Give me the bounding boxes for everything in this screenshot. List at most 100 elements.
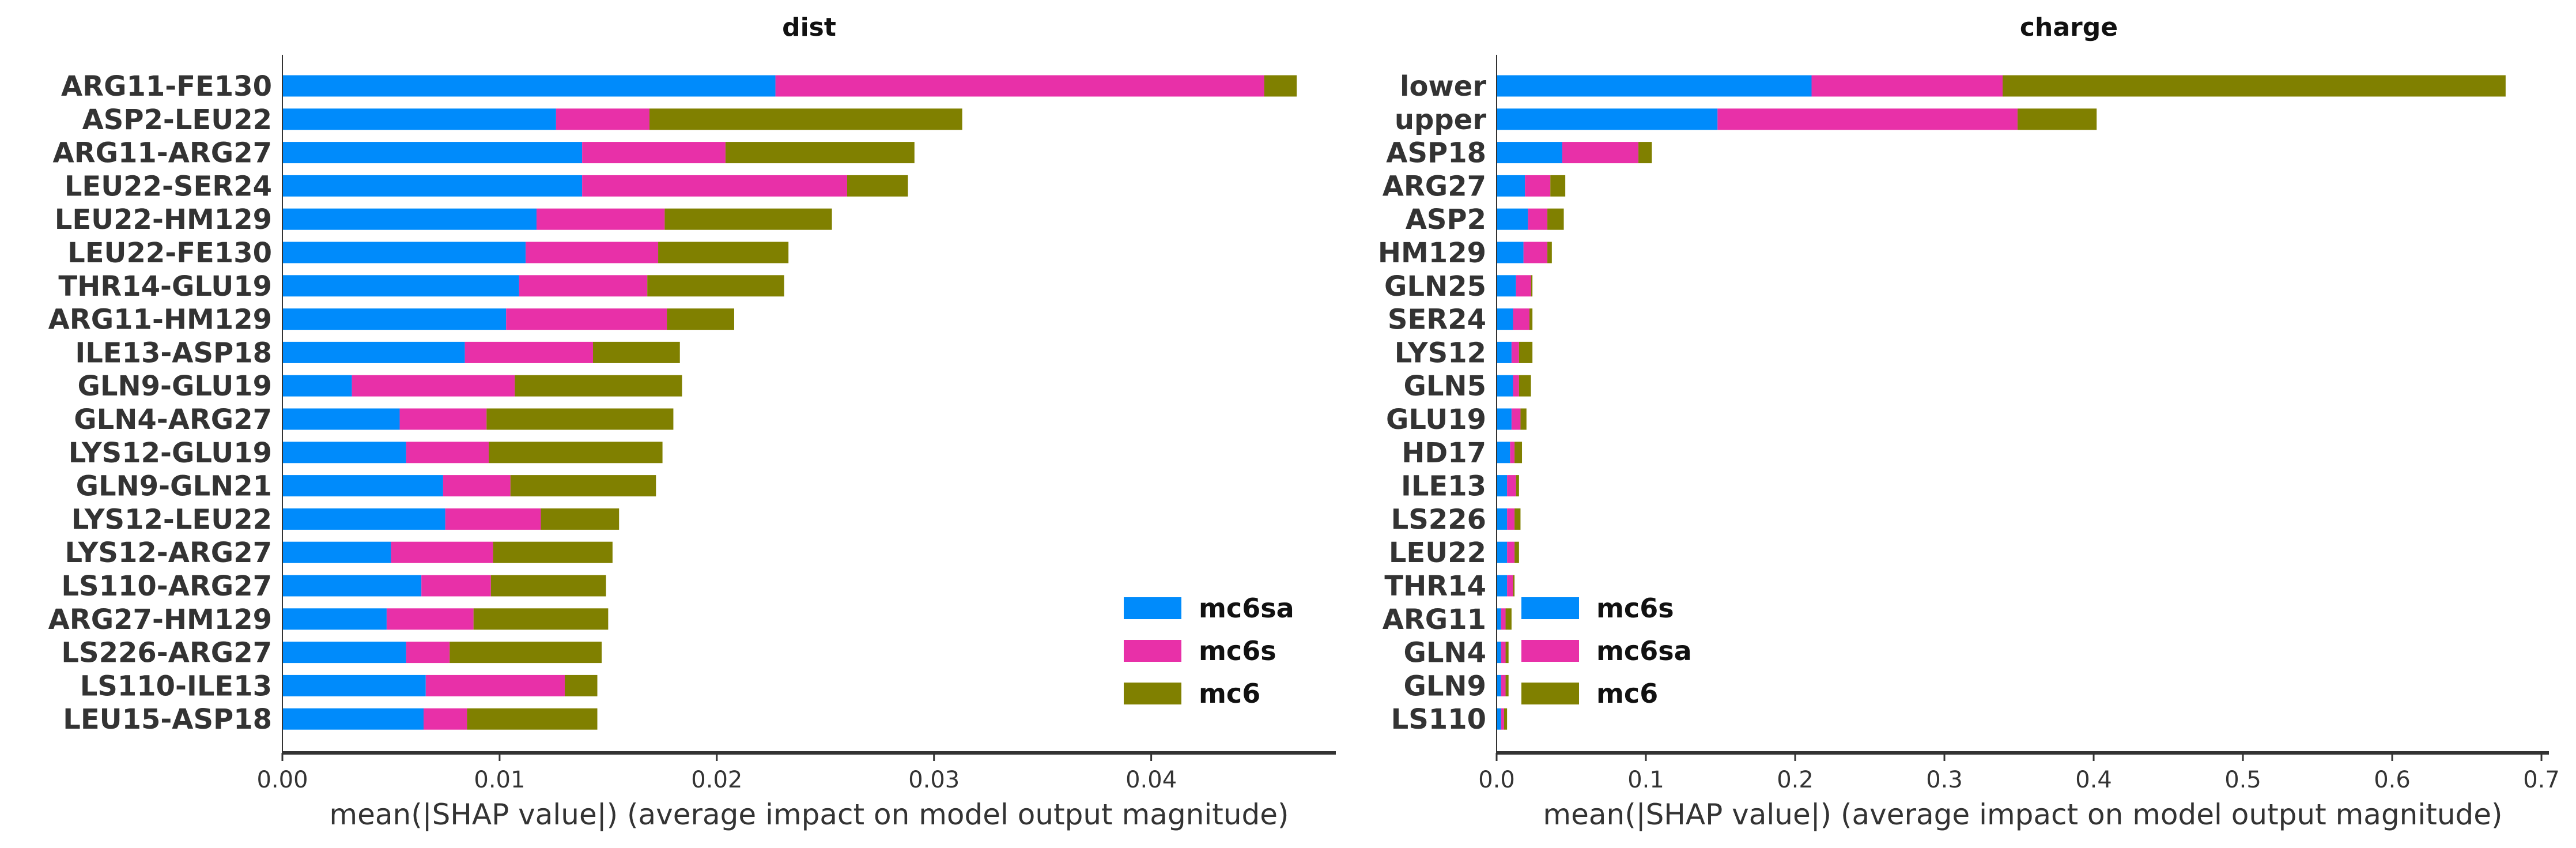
bar-mc6s-asp2-leu22 [556, 108, 649, 130]
category-label: LS226-ARG27 [61, 637, 272, 669]
category-label: LYS12 [1395, 337, 1486, 369]
bar-mc6s-lys12-leu22 [445, 508, 541, 530]
bar-mc6s-ls226-arg27 [406, 642, 450, 664]
bar-mc6s-lys12-glu19 [406, 442, 489, 463]
bar-mc6sa-arg11 [1501, 608, 1506, 630]
category-label: upper [1395, 104, 1486, 136]
bar-mc6-leu22-fe130 [658, 242, 789, 263]
bar-mc6-arg27-hm129 [473, 608, 609, 630]
bar-mc6s-lys12-arg27 [391, 541, 493, 563]
category-label: ASP2 [1406, 203, 1486, 236]
category-label: THR14-GLU19 [58, 270, 272, 303]
x-tick-label: 0.7 [2523, 767, 2560, 793]
bar-mc6s-lys12 [1497, 341, 1512, 363]
bar-mc6s-ls110-arg27 [421, 575, 491, 597]
bar-mc6s-arg11-fe130 [775, 75, 1264, 97]
bar-mc6-ls226 [1514, 508, 1521, 530]
x-tick-label: 0.5 [2224, 767, 2261, 793]
category-label: ARG11 [1383, 604, 1486, 636]
bar-mc6sa-ls110-ile13 [282, 674, 426, 696]
category-label: LS226 [1391, 503, 1486, 536]
bar-mc6sa-arg11-arg27 [282, 142, 583, 164]
bar-mc6s-arg27-hm129 [386, 608, 474, 630]
category-label: ARG11-ARG27 [52, 137, 272, 169]
x-axis-label: mean(|SHAP value|) (average impact on mo… [1543, 798, 2502, 831]
bar-mc6s-ls110 [1497, 708, 1501, 730]
bar-mc6sa-gln5 [1513, 375, 1519, 397]
bar-mc6-asp2 [1547, 208, 1564, 230]
bar-mc6sa-arg11-hm129 [282, 308, 507, 330]
bar-mc6sa-gln9-gln21 [282, 475, 443, 497]
bar-mc6s-ls110-ile13 [425, 674, 565, 696]
legend-swatch-mc6sa [1521, 640, 1579, 662]
bar-mc6s-asp18 [1497, 142, 1562, 164]
bar-mc6s-leu22-fe130 [526, 242, 659, 263]
legend-label-mc6sa: mc6sa [1596, 635, 1692, 666]
bar-mc6-gln9 [1505, 674, 1509, 696]
bar-mc6-arg11-fe130 [1264, 75, 1297, 97]
category-label: ILE13 [1401, 470, 1486, 503]
bar-mc6s-hd17 [1497, 442, 1510, 463]
bar-mc6sa-hm129 [1523, 242, 1548, 263]
bar-mc6sa-ile13 [1507, 475, 1516, 497]
bar-mc6s-ile13-asp18 [464, 341, 593, 363]
bar-mc6-ile13 [1516, 475, 1519, 497]
x-tick-label: 0.2 [1777, 767, 1814, 793]
bar-mc6s-ls226 [1497, 508, 1508, 530]
bar-mc6sa-asp2-leu22 [282, 108, 556, 130]
category-label: LEU22 [1389, 537, 1486, 569]
x-tick-label: 0.6 [2374, 767, 2411, 793]
bar-mc6sa-leu22-fe130 [282, 242, 526, 263]
bar-mc6sa-hd17 [1510, 442, 1515, 463]
bar-mc6sa-ile13-asp18 [282, 341, 465, 363]
bar-mc6-gln9-gln21 [510, 475, 656, 497]
bar-mc6sa-ls226 [1507, 508, 1515, 530]
category-label: GLN4 [1403, 637, 1486, 669]
bar-mc6sa-thr14 [1507, 575, 1513, 597]
bar-mc6s-upper [1497, 108, 1718, 130]
bar-mc6sa-upper [1717, 108, 2018, 130]
bar-mc6sa-thr14-glu19 [282, 275, 519, 297]
bar-mc6sa-lys12-glu19 [282, 442, 406, 463]
bar-mc6sa-ls110-arg27 [282, 575, 422, 597]
bar-mc6-lys12 [1519, 341, 1533, 363]
bar-mc6sa-ls110 [1501, 708, 1504, 730]
bar-mc6s-ile13 [1497, 475, 1508, 497]
bar-mc6sa-leu22 [1507, 541, 1515, 563]
bar-mc6-ls226-arg27 [450, 642, 602, 664]
bar-mc6-ls110-ile13 [564, 674, 598, 696]
bar-mc6sa-glu19 [1511, 408, 1521, 430]
x-tick-label: 0.02 [691, 767, 742, 793]
legend-swatch-mc6 [1521, 683, 1579, 704]
category-label: LS110-ARG27 [61, 570, 272, 602]
bar-mc6-leu15-asp18 [467, 708, 598, 730]
bar-mc6sa-gln9-glu19 [282, 375, 352, 397]
bar-mc6sa-leu22-hm129 [282, 208, 537, 230]
bar-mc6-arg11-hm129 [667, 308, 734, 330]
category-label: LYS12-LEU22 [71, 503, 272, 536]
bar-mc6s-leu22 [1497, 541, 1508, 563]
bar-mc6s-leu22-hm129 [536, 208, 665, 230]
bar-mc6s-gln25 [1497, 275, 1516, 297]
chart-panel-2: charge lowerupperASP18ARG27ASP2HM129GLN25… [1378, 13, 2560, 831]
bar-mc6-thr14 [1513, 575, 1515, 597]
bar-mc6-thr14-glu19 [647, 275, 784, 297]
category-label: GLN9-GLN21 [76, 470, 272, 503]
bar-mc6sa-gln25 [1516, 275, 1531, 297]
category-label: LYS12-GLU19 [69, 437, 272, 469]
category-label: GLN25 [1384, 270, 1486, 303]
chart-title: charge [2020, 13, 2118, 42]
x-tick-label: 0.00 [256, 767, 308, 793]
bar-mc6s-arg11 [1497, 608, 1501, 630]
chart-title: dist [782, 13, 836, 42]
category-label: ASP2-LEU22 [82, 104, 272, 136]
bar-mc6s-leu15-asp18 [423, 708, 467, 730]
x-tick-label: 0.1 [1627, 767, 1664, 793]
bar-mc6-leu22 [1514, 541, 1519, 563]
bar-mc6-arg11 [1505, 608, 1512, 630]
bar-mc6s-thr14-glu19 [519, 275, 648, 297]
bar-mc6-asp18 [1638, 142, 1652, 164]
bar-mc6-lys12-leu22 [541, 508, 620, 530]
bar-mc6-asp2-leu22 [649, 108, 962, 130]
